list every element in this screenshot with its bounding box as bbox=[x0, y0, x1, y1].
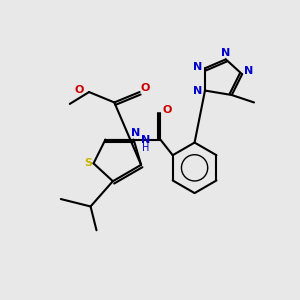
Text: N: N bbox=[130, 128, 140, 138]
Text: N: N bbox=[244, 66, 253, 76]
Text: O: O bbox=[74, 85, 84, 95]
Text: H: H bbox=[142, 143, 149, 153]
Text: O: O bbox=[140, 83, 150, 94]
Text: N: N bbox=[141, 135, 150, 145]
Text: N: N bbox=[193, 85, 202, 96]
Text: S: S bbox=[84, 158, 92, 168]
Text: N: N bbox=[193, 62, 202, 72]
Text: N: N bbox=[221, 48, 230, 58]
Text: O: O bbox=[162, 106, 172, 116]
